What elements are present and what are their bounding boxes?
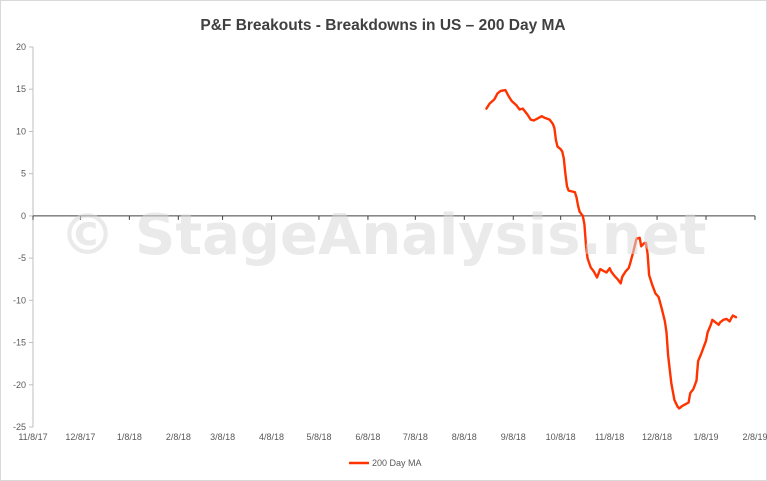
x-tick-label: 11/8/18 bbox=[595, 432, 624, 442]
y-tick-label: -10 bbox=[13, 295, 26, 305]
y-tick-label: 20 bbox=[16, 42, 26, 52]
y-tick-label: 10 bbox=[16, 126, 26, 136]
chart-title: P&F Breakouts - Breakdowns in US – 200 D… bbox=[200, 17, 565, 34]
x-tick-label: 12/8/18 bbox=[642, 432, 672, 442]
series-line-200-day-ma bbox=[485, 88, 738, 410]
x-tick-label: 5/8/18 bbox=[306, 432, 331, 442]
watermark: © StageAnalysis.net bbox=[60, 203, 707, 268]
y-tick-label: 15 bbox=[16, 84, 26, 94]
x-tick-label: 4/8/18 bbox=[259, 432, 284, 442]
legend: 200 Day MA bbox=[349, 458, 422, 468]
x-tick-label: 10/8/18 bbox=[546, 432, 576, 442]
x-tick-label: 3/8/18 bbox=[210, 432, 235, 442]
x-tick-label: 11/8/17 bbox=[18, 432, 47, 442]
y-tick-label: 5 bbox=[21, 169, 26, 179]
x-tick-label: 2/8/19 bbox=[742, 432, 767, 442]
x-tick-label: 7/8/18 bbox=[403, 432, 428, 442]
x-tick-label: 12/8/17 bbox=[65, 432, 95, 442]
y-tick-label: -20 bbox=[13, 380, 26, 390]
y-tick-label: -15 bbox=[13, 338, 26, 348]
x-tick-label: 6/8/18 bbox=[355, 432, 380, 442]
y-tick-label: 0 bbox=[21, 211, 26, 221]
x-tick-label: 9/8/18 bbox=[501, 432, 526, 442]
x-tick-label: 8/8/18 bbox=[452, 432, 477, 442]
y-tick-label: -25 bbox=[13, 422, 26, 432]
x-tick-label: 1/8/18 bbox=[117, 432, 142, 442]
y-tick-label: -5 bbox=[18, 253, 26, 263]
x-tick-label: 2/8/18 bbox=[166, 432, 191, 442]
legend-label: 200 Day MA bbox=[372, 458, 422, 468]
x-tick-label: 1/8/19 bbox=[694, 432, 719, 442]
